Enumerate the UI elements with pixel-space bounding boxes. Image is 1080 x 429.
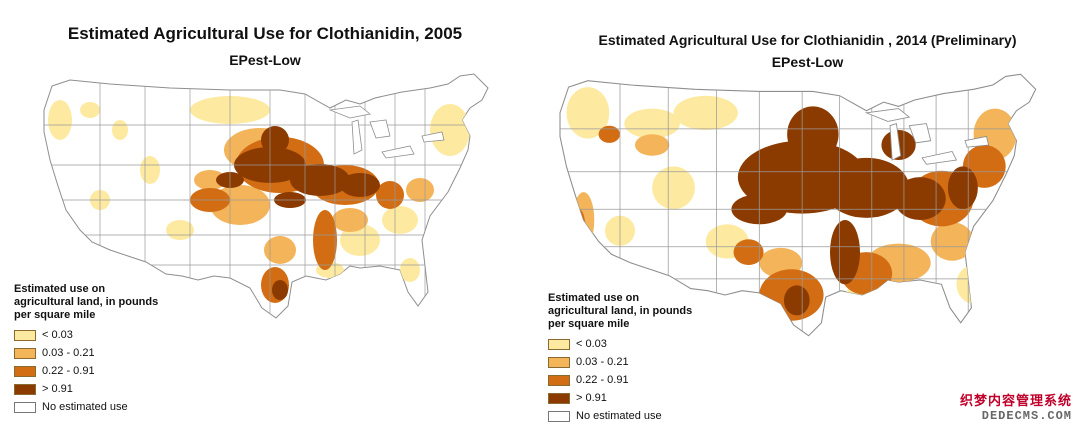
legend-item: No estimated use bbox=[14, 398, 164, 416]
legend-swatch bbox=[14, 383, 36, 395]
great-lakes bbox=[328, 105, 445, 159]
legend-item: > 0.91 bbox=[548, 389, 698, 407]
legend-label: 0.22 - 0.91 bbox=[576, 374, 629, 386]
watermark-line1: 织梦内容管理系统 bbox=[959, 393, 1072, 408]
legend-label: < 0.03 bbox=[576, 338, 607, 350]
legend-label: > 0.91 bbox=[576, 392, 607, 404]
legend-swatch bbox=[548, 410, 570, 422]
legend-label: 0.03 - 0.21 bbox=[42, 347, 95, 359]
legend-label: < 0.03 bbox=[42, 329, 73, 341]
legend-swatch bbox=[548, 356, 570, 368]
legend-item: No estimated use bbox=[548, 407, 698, 425]
legend-item: 0.22 - 0.91 bbox=[548, 371, 698, 389]
legend-item: < 0.03 bbox=[548, 335, 698, 353]
legend-item: 0.03 - 0.21 bbox=[548, 353, 698, 371]
legend-swatch bbox=[14, 365, 36, 377]
legend-swatch bbox=[14, 329, 36, 341]
legend-item: > 0.91 bbox=[14, 380, 164, 398]
legend-swatch bbox=[548, 338, 570, 350]
watermark-line2: DEDECMS.COM bbox=[981, 409, 1072, 423]
legend-label: > 0.91 bbox=[42, 383, 73, 395]
legend-swatch bbox=[14, 347, 36, 359]
legend-2005: Estimated use on agricultural land, in p… bbox=[14, 283, 164, 416]
map-title: Estimated Agricultural Use for Clothiani… bbox=[598, 32, 1017, 48]
legend-label: No estimated use bbox=[576, 410, 662, 422]
legend-title: Estimated use on agricultural land, in p… bbox=[14, 283, 159, 321]
legend-swatch bbox=[14, 401, 36, 413]
watermark: 织梦内容管理系统 DEDECMS.COM bbox=[960, 390, 1072, 423]
legend-swatch bbox=[548, 374, 570, 386]
legend-label: 0.22 - 0.91 bbox=[42, 365, 95, 377]
legend-swatch bbox=[548, 392, 570, 404]
map-panel-2005: Estimated Agricultural Use for Clothiani… bbox=[0, 0, 530, 429]
legend-2014: Estimated use on agricultural land, in p… bbox=[548, 292, 698, 425]
map-title: Estimated Agricultural Use for Clothiani… bbox=[67, 24, 463, 43]
legend-item: < 0.03 bbox=[14, 326, 164, 344]
legend-title: Estimated use on agricultural land, in p… bbox=[548, 292, 693, 330]
legend-item: 0.22 - 0.91 bbox=[14, 362, 164, 380]
great-lakes bbox=[864, 108, 990, 165]
us-map-2005 bbox=[43, 73, 489, 319]
us-map-2014 bbox=[559, 73, 1037, 337]
legend-item: 0.03 - 0.21 bbox=[14, 344, 164, 362]
map-panel-2014: Estimated Agricultural Use for Clothiani… bbox=[535, 0, 1080, 429]
legend-label: No estimated use bbox=[42, 401, 128, 413]
map-subtitle: EPest-Low bbox=[229, 52, 301, 68]
legend-label: 0.03 - 0.21 bbox=[576, 356, 629, 368]
map-subtitle: EPest-Low bbox=[771, 54, 844, 70]
